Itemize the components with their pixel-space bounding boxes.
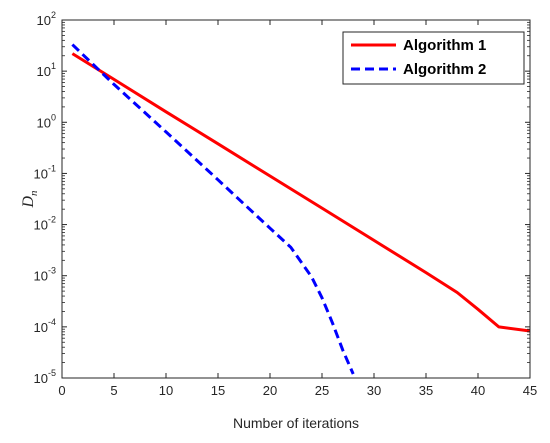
y-tick-label-exponent: 0: [51, 112, 56, 122]
y-tick-label-exponent: -5: [48, 368, 56, 378]
y-tick-label-exponent: -3: [48, 266, 56, 276]
plot-frame: [61, 19, 531, 379]
y-tick-label-base: 10: [34, 320, 48, 335]
series-line-algorithm-1: [71, 52, 531, 333]
series-layer: [71, 43, 531, 375]
y-tick-label: 10-4: [34, 317, 56, 335]
series-line-algorithm-2: [71, 43, 355, 375]
legend-label-algorithm-1: Algorithm 1: [403, 37, 486, 54]
y-tick-label-base: 10: [37, 64, 51, 79]
x-tick-label: 0: [58, 383, 65, 398]
legend-box: [342, 31, 525, 85]
legend: Algorithm 1 Algorithm 2: [342, 31, 525, 85]
legend-label-algorithm-2: Algorithm 2: [403, 61, 486, 78]
x-tick-label: 35: [419, 383, 433, 398]
y-axis-label-subscript: n: [28, 190, 40, 196]
y-axis-label-main: D: [20, 196, 37, 209]
y-tick-label-exponent: 1: [51, 61, 56, 71]
y-tick-label: 10-3: [34, 266, 56, 284]
x-tick-label: 40: [471, 383, 485, 398]
y-tick-label: 100: [37, 112, 56, 130]
y-tick-label: 101: [37, 61, 56, 79]
y-tick-label: 10-5: [34, 368, 56, 386]
y-tick-label-base: 10: [37, 115, 51, 130]
y-tick-label-base: 10: [34, 166, 48, 181]
x-tick-label: 10: [159, 383, 173, 398]
x-tick-label: 15: [211, 383, 225, 398]
y-axis-label: Dn: [20, 190, 40, 209]
x-axis-label: Number of iterations: [233, 415, 359, 431]
x-tick-label: 20: [263, 383, 277, 398]
y-tick-label-base: 10: [34, 371, 48, 386]
y-tick-label-exponent: -1: [48, 163, 56, 173]
x-tick-label: 45: [523, 383, 537, 398]
y-tick-label: 10-2: [34, 215, 56, 233]
y-tick-label-exponent: -2: [48, 215, 56, 225]
x-tick-label: 5: [110, 383, 117, 398]
x-tick-label: 25: [315, 383, 329, 398]
y-tick-label-base: 10: [34, 218, 48, 233]
y-tick-label-base: 10: [34, 269, 48, 284]
x-tick-label: 30: [367, 383, 381, 398]
y-tick-label-exponent: -4: [48, 317, 56, 327]
ticks-layer: 0 5 10 15 20 25 30 35 40 4510210110010-110-210-31…: [34, 10, 538, 398]
y-tick-label: 10-1: [34, 163, 56, 181]
y-tick-label: 102: [37, 10, 56, 28]
y-tick-label-exponent: 2: [51, 10, 56, 20]
y-tick-label-base: 10: [37, 13, 51, 28]
